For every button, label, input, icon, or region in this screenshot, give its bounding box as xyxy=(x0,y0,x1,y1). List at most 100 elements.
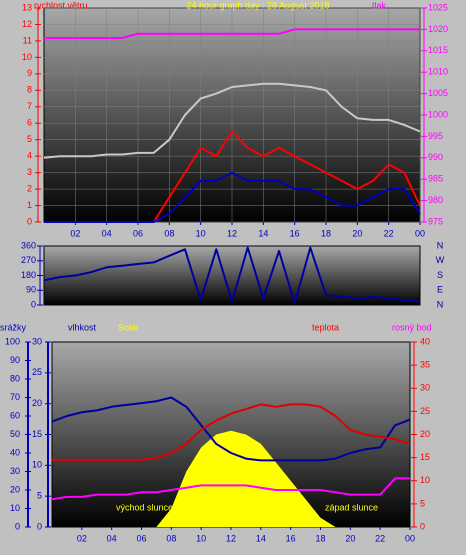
y-tick-label: 1005 xyxy=(428,88,448,98)
y-tick-label: 8 xyxy=(27,85,32,95)
y-tick-label: 1015 xyxy=(428,45,448,55)
y-tick-label: 50 xyxy=(10,429,20,439)
x-tick-label: 12 xyxy=(227,228,237,238)
y-tick-label: 270 xyxy=(21,255,36,265)
x-tick-label: 04 xyxy=(107,533,117,543)
x-tick-label: 04 xyxy=(102,228,112,238)
y-tick-label: 975 xyxy=(428,216,443,226)
y-tick-label: 10 xyxy=(32,460,42,470)
x-tick-label: 10 xyxy=(196,228,206,238)
y-tick-label: 12 xyxy=(22,19,32,29)
y-tick-label: 0 xyxy=(15,521,20,531)
y-tick-label: 30 xyxy=(32,336,42,346)
y-tick-label: 0 xyxy=(37,521,42,531)
x-tick-label: 06 xyxy=(133,228,143,238)
rain-label: srážky xyxy=(0,322,27,332)
x-tick-label: 18 xyxy=(321,228,331,238)
x-tick-label: 10 xyxy=(196,533,206,543)
humidity-label: vlhkost xyxy=(68,322,97,332)
direction-label: N xyxy=(437,240,444,250)
y-tick-label: 90 xyxy=(10,355,20,365)
plot-area xyxy=(43,245,421,306)
solar-area xyxy=(52,430,410,527)
x-tick-label: 22 xyxy=(375,533,385,543)
y-tick-label: 35 xyxy=(420,360,430,370)
y-tick-label: 30 xyxy=(420,383,430,393)
x-tick-label: 02 xyxy=(70,228,80,238)
y-tick-label: 20 xyxy=(10,484,20,494)
direction-label: W xyxy=(436,255,445,265)
annotation: západ slunce xyxy=(325,502,378,512)
y-tick-label: 15 xyxy=(32,429,42,439)
y-tick-label: 60 xyxy=(10,410,20,420)
y-tick-label: 30 xyxy=(10,466,20,476)
series-line xyxy=(52,403,411,461)
y-tick-label: 1000 xyxy=(428,109,448,119)
x-tick-label: 16 xyxy=(286,533,296,543)
y-tick-label: 2 xyxy=(27,183,32,193)
x-tick-label: 14 xyxy=(258,228,268,238)
x-tick-label: 12 xyxy=(226,533,236,543)
y-tick-label: 20 xyxy=(32,398,42,408)
x-tick-label: 08 xyxy=(164,228,174,238)
y-tick-label: 10 xyxy=(420,475,430,485)
y-tick-label: 990 xyxy=(428,152,443,162)
y-tick-label: 1025 xyxy=(428,2,448,12)
y-tick-label: 995 xyxy=(428,131,443,141)
y-tick-label: 0 xyxy=(27,216,32,226)
y-tick-label: 0 xyxy=(31,299,36,309)
y-tick-label: 80 xyxy=(10,373,20,383)
y-tick-label: 5 xyxy=(37,491,42,501)
y-tick-label: 20 xyxy=(420,429,430,439)
y-tick-label: 100 xyxy=(5,336,20,346)
y-tick-label: 9 xyxy=(27,68,32,78)
y-axis-label: rychlost větru xyxy=(34,0,88,10)
x-tick-label: 08 xyxy=(166,533,176,543)
y-tick-label: 25 xyxy=(420,406,430,416)
y-tick-label: 10 xyxy=(10,503,20,513)
x-tick-label: 16 xyxy=(290,228,300,238)
x-tick-label: 20 xyxy=(352,228,362,238)
y2-axis-label: tlak xyxy=(372,0,387,10)
y-tick-label: 40 xyxy=(420,336,430,346)
y-tick-label: 40 xyxy=(10,447,20,457)
x-tick-label: 06 xyxy=(136,533,146,543)
y-tick-label: 360 xyxy=(21,240,36,250)
y-tick-label: 15 xyxy=(420,452,430,462)
y-tick-label: 1010 xyxy=(428,67,448,77)
series-line xyxy=(43,246,421,305)
y-tick-label: 180 xyxy=(21,270,36,280)
series-line xyxy=(51,396,411,462)
direction-label: E xyxy=(437,285,443,295)
dew-label: rosný bod xyxy=(392,322,432,332)
x-tick-label: 00 xyxy=(405,533,415,543)
y-tick-label: 0 xyxy=(420,521,425,531)
y-tick-label: 6 xyxy=(27,118,32,128)
y-tick-label: 980 xyxy=(428,195,443,205)
solar-label: Solar xyxy=(118,322,139,332)
y-tick-label: 985 xyxy=(428,174,443,184)
chart-title: 24 hour graph day : 28 August 2018 xyxy=(186,0,329,10)
y-tick-label: 90 xyxy=(26,285,36,295)
x-tick-label: 22 xyxy=(384,228,394,238)
x-tick-label: 02 xyxy=(77,533,87,543)
x-tick-label: 20 xyxy=(345,533,355,543)
y-tick-label: 1020 xyxy=(428,24,448,34)
direction-label: S xyxy=(437,270,443,280)
y-tick-label: 3 xyxy=(27,167,32,177)
y-tick-label: 25 xyxy=(32,367,42,377)
y-tick-label: 1 xyxy=(27,200,32,210)
x-tick-label: 14 xyxy=(256,533,266,543)
temp-label: teplota xyxy=(312,322,339,332)
annotation: východ slunce xyxy=(116,502,173,512)
series-line xyxy=(51,477,410,501)
y-tick-label: 5 xyxy=(27,134,32,144)
y-tick-label: 70 xyxy=(10,392,20,402)
series-line xyxy=(44,171,421,223)
series-line xyxy=(44,28,420,39)
y-tick-label: 10 xyxy=(22,52,32,62)
x-tick-label: 00 xyxy=(415,228,425,238)
series-line xyxy=(43,82,421,159)
y-tick-label: 5 xyxy=(420,498,425,508)
